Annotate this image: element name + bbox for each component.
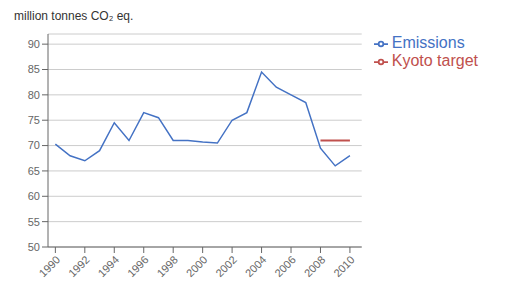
svg-text:2002: 2002: [213, 253, 239, 279]
svg-text:2006: 2006: [272, 253, 298, 279]
svg-text:65: 65: [28, 165, 40, 177]
svg-text:80: 80: [28, 89, 40, 101]
svg-text:2000: 2000: [184, 253, 210, 279]
svg-text:2004: 2004: [243, 253, 269, 279]
svg-text:85: 85: [28, 63, 40, 75]
html-text:Kyoto target: Kyoto target: [391, 52, 478, 69]
svg-text:1994: 1994: [95, 253, 121, 279]
svg-text:50: 50: [28, 241, 40, 253]
svg-text:2008: 2008: [302, 253, 328, 279]
svg-text:1996: 1996: [125, 253, 151, 279]
svg-text:90: 90: [28, 38, 40, 50]
svg-text:1998: 1998: [154, 253, 180, 279]
svg-text:1992: 1992: [66, 253, 92, 279]
svg-text:1990: 1990: [37, 253, 63, 279]
svg-text:60: 60: [28, 190, 40, 202]
html-text:million tonnes CO₂ eq.: million tonnes CO₂ eq.: [14, 9, 134, 23]
svg-text:75: 75: [28, 114, 40, 126]
svg-text:70: 70: [28, 139, 40, 151]
svg-text:55: 55: [28, 216, 40, 228]
svg-text:2010: 2010: [331, 253, 357, 279]
html-text:Emissions: Emissions: [391, 34, 465, 51]
